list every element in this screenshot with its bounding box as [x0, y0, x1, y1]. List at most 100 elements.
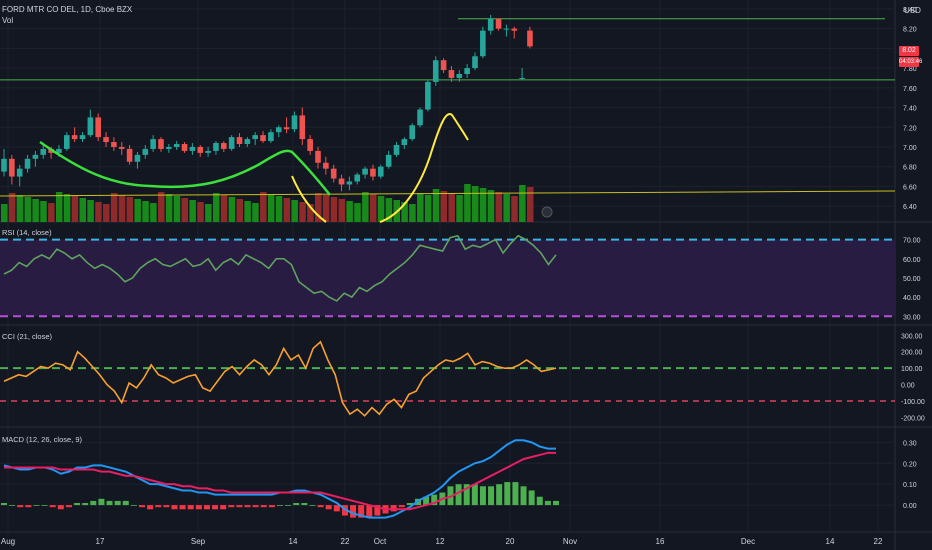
macd-histogram-bar	[325, 505, 332, 510]
candle-body	[378, 166, 384, 177]
candle-body	[385, 154, 392, 167]
candle-body	[126, 148, 133, 162]
macd-histogram-bar	[252, 505, 259, 508]
candle-body	[236, 137, 243, 145]
macd-histogram-bar	[41, 505, 48, 506]
macd-histogram-bar	[374, 505, 381, 516]
macd-histogram-bar	[366, 505, 373, 518]
macd-histogram-bar	[17, 505, 24, 508]
x-tick-label: 22	[341, 537, 350, 546]
currency-label: USD	[904, 6, 921, 15]
rsi-band	[0, 239, 895, 317]
volume-bar	[40, 201, 47, 222]
volume-bar	[487, 190, 495, 222]
candle-body	[40, 148, 47, 155]
cci-tick-label: -200.00	[901, 415, 925, 422]
macd-histogram-bar	[317, 505, 324, 508]
candle-body	[150, 139, 156, 149]
candle-body	[409, 125, 415, 140]
rsi-tick-label: 40.00	[903, 295, 921, 302]
volume-bar	[220, 195, 228, 222]
volume-bar	[464, 184, 471, 222]
macd-histogram-bar	[268, 505, 275, 508]
volume-bar	[71, 196, 79, 222]
x-tick-label: 16	[656, 537, 665, 546]
earnings-marker-icon	[541, 206, 553, 218]
volume-bar	[228, 197, 236, 222]
macd-histogram-bar	[98, 498, 105, 506]
price-tick-label: 7.60	[903, 86, 917, 93]
candle-body	[338, 178, 345, 185]
macd-histogram-bar	[195, 505, 202, 510]
candle-body	[95, 117, 101, 138]
candle-body	[495, 18, 502, 29]
volume-bar	[401, 202, 408, 222]
candle-body	[205, 150, 211, 153]
candle-body	[103, 137, 109, 143]
macd-tick-label: 0.20	[903, 461, 917, 468]
volume-bar	[354, 203, 361, 222]
volume-bar	[424, 195, 432, 222]
cci-label[interactable]: CCI (21, close)	[2, 332, 53, 341]
volume-bar	[322, 195, 330, 222]
rsi-label[interactable]: RSI (14, close)	[2, 228, 52, 237]
macd-histogram-bar	[74, 503, 81, 506]
volume-bar	[63, 194, 71, 222]
x-tick-label: Sep	[191, 537, 206, 546]
rsi-tick-label: 70.00	[903, 238, 921, 245]
volume-bar	[16, 195, 24, 222]
volume-bar	[142, 201, 149, 222]
macd-histogram-bar	[147, 505, 154, 510]
countdown-tag: 04:03:46	[899, 57, 923, 67]
macd-histogram-bar	[236, 505, 243, 508]
volume-bar	[212, 193, 220, 222]
price-tick-label: 8.40	[903, 7, 917, 14]
volume-bar	[338, 199, 346, 222]
macd-histogram-bar	[122, 500, 129, 506]
x-tick-label: Aug	[1, 537, 15, 546]
macd-histogram-bar	[350, 505, 357, 518]
macd-histogram-bar	[114, 500, 121, 506]
macd-histogram-bar	[179, 505, 186, 510]
macd-histogram-bar	[390, 505, 397, 512]
candle-body	[181, 144, 188, 151]
green-drawn-curve	[39, 140, 331, 196]
macd-histogram-bar	[228, 505, 235, 508]
macd-histogram-bar	[471, 484, 478, 506]
candle-body	[111, 142, 117, 147]
candle-body	[370, 168, 376, 177]
macd-histogram-bar	[398, 505, 405, 508]
volume-bar	[197, 202, 204, 222]
volume-bar	[479, 188, 487, 222]
volume-bar	[95, 202, 102, 222]
candle-body	[456, 74, 463, 78]
macd-histogram-bar	[309, 505, 316, 506]
candle-body	[480, 30, 486, 57]
candle-body	[527, 30, 533, 47]
volume-bar	[385, 198, 393, 222]
macd-histogram-bar	[203, 505, 210, 510]
candle-body	[16, 168, 23, 177]
volume-bar	[456, 195, 463, 222]
volume-bar	[110, 193, 118, 222]
candle-body	[425, 81, 431, 110]
candle-body	[440, 60, 447, 71]
macd-histogram-bar	[49, 505, 56, 508]
cci-tick-label: 200.00	[901, 350, 923, 357]
candle-body	[221, 143, 227, 149]
price-tick-label: 6.40	[903, 204, 917, 211]
macd-histogram-bar	[536, 496, 543, 506]
macd-histogram-bar	[488, 486, 495, 506]
macd-tick-label: 0.00	[903, 503, 917, 510]
candle-body	[401, 139, 408, 146]
macd-histogram-bar	[155, 505, 162, 508]
macd-histogram-bar	[293, 503, 300, 506]
candle-body	[464, 68, 470, 75]
rsi-tick-label: 30.00	[903, 314, 921, 321]
candle-body	[346, 181, 353, 185]
volume-bar	[252, 203, 259, 222]
symbol-title[interactable]: FORD MTR CO DEL, 1D, Cboe BZX	[2, 5, 133, 14]
macd-label[interactable]: MACD (12, 26, close, 9)	[2, 435, 83, 444]
volume-bar	[1, 204, 8, 222]
